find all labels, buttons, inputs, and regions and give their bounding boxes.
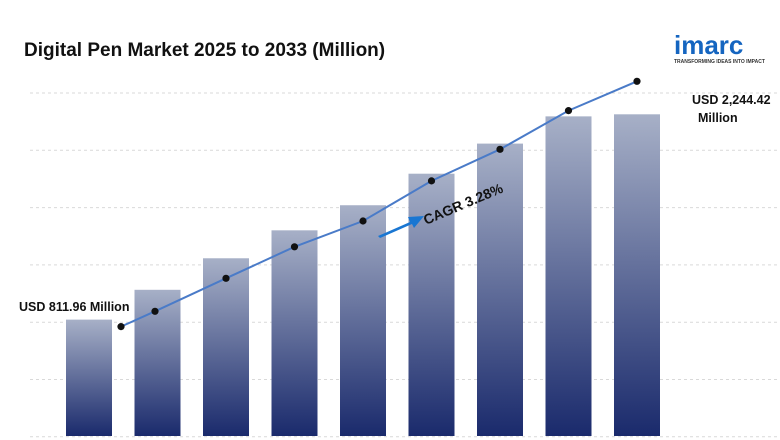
trend-point-2032 bbox=[564, 107, 573, 115]
imarc-logo: imarc TRANSFORMING IDEAS INTO IMPACT bbox=[672, 30, 772, 70]
trend-point-2028 bbox=[290, 243, 299, 251]
trend-point-2031 bbox=[496, 145, 504, 153]
logo-tagline: TRANSFORMING IDEAS INTO IMPACT bbox=[674, 59, 765, 65]
end-value-label-line1: USD 2,244.42 bbox=[692, 93, 771, 107]
trend-point-2029 bbox=[359, 217, 367, 225]
trend-point-2030 bbox=[427, 177, 436, 185]
bar-2032 bbox=[545, 116, 592, 436]
bar-2025 bbox=[66, 319, 112, 436]
trend-point-2033 bbox=[633, 77, 641, 85]
start-value-label: USD 811.96 Million bbox=[19, 300, 129, 314]
end-value-label-line2: Million bbox=[698, 111, 738, 125]
bar-2028 bbox=[271, 230, 318, 436]
bar-2033 bbox=[614, 114, 660, 436]
bar-2029 bbox=[340, 205, 386, 436]
bar-2027 bbox=[203, 258, 249, 436]
trend-line-group bbox=[117, 77, 641, 331]
trend-point-2025 bbox=[117, 323, 125, 331]
bars-group bbox=[66, 114, 660, 436]
logo-wordmark: imarc bbox=[674, 30, 744, 60]
bar-2026 bbox=[134, 289, 181, 436]
chart-title: Digital Pen Market 2025 to 2033 (Million… bbox=[24, 40, 386, 61]
cagr-arrow-shape bbox=[378, 216, 424, 238]
trend-point-2026 bbox=[151, 307, 159, 315]
bar-2031 bbox=[477, 143, 523, 436]
cagr-arrow bbox=[378, 216, 424, 238]
trend-point-2027 bbox=[222, 274, 230, 282]
